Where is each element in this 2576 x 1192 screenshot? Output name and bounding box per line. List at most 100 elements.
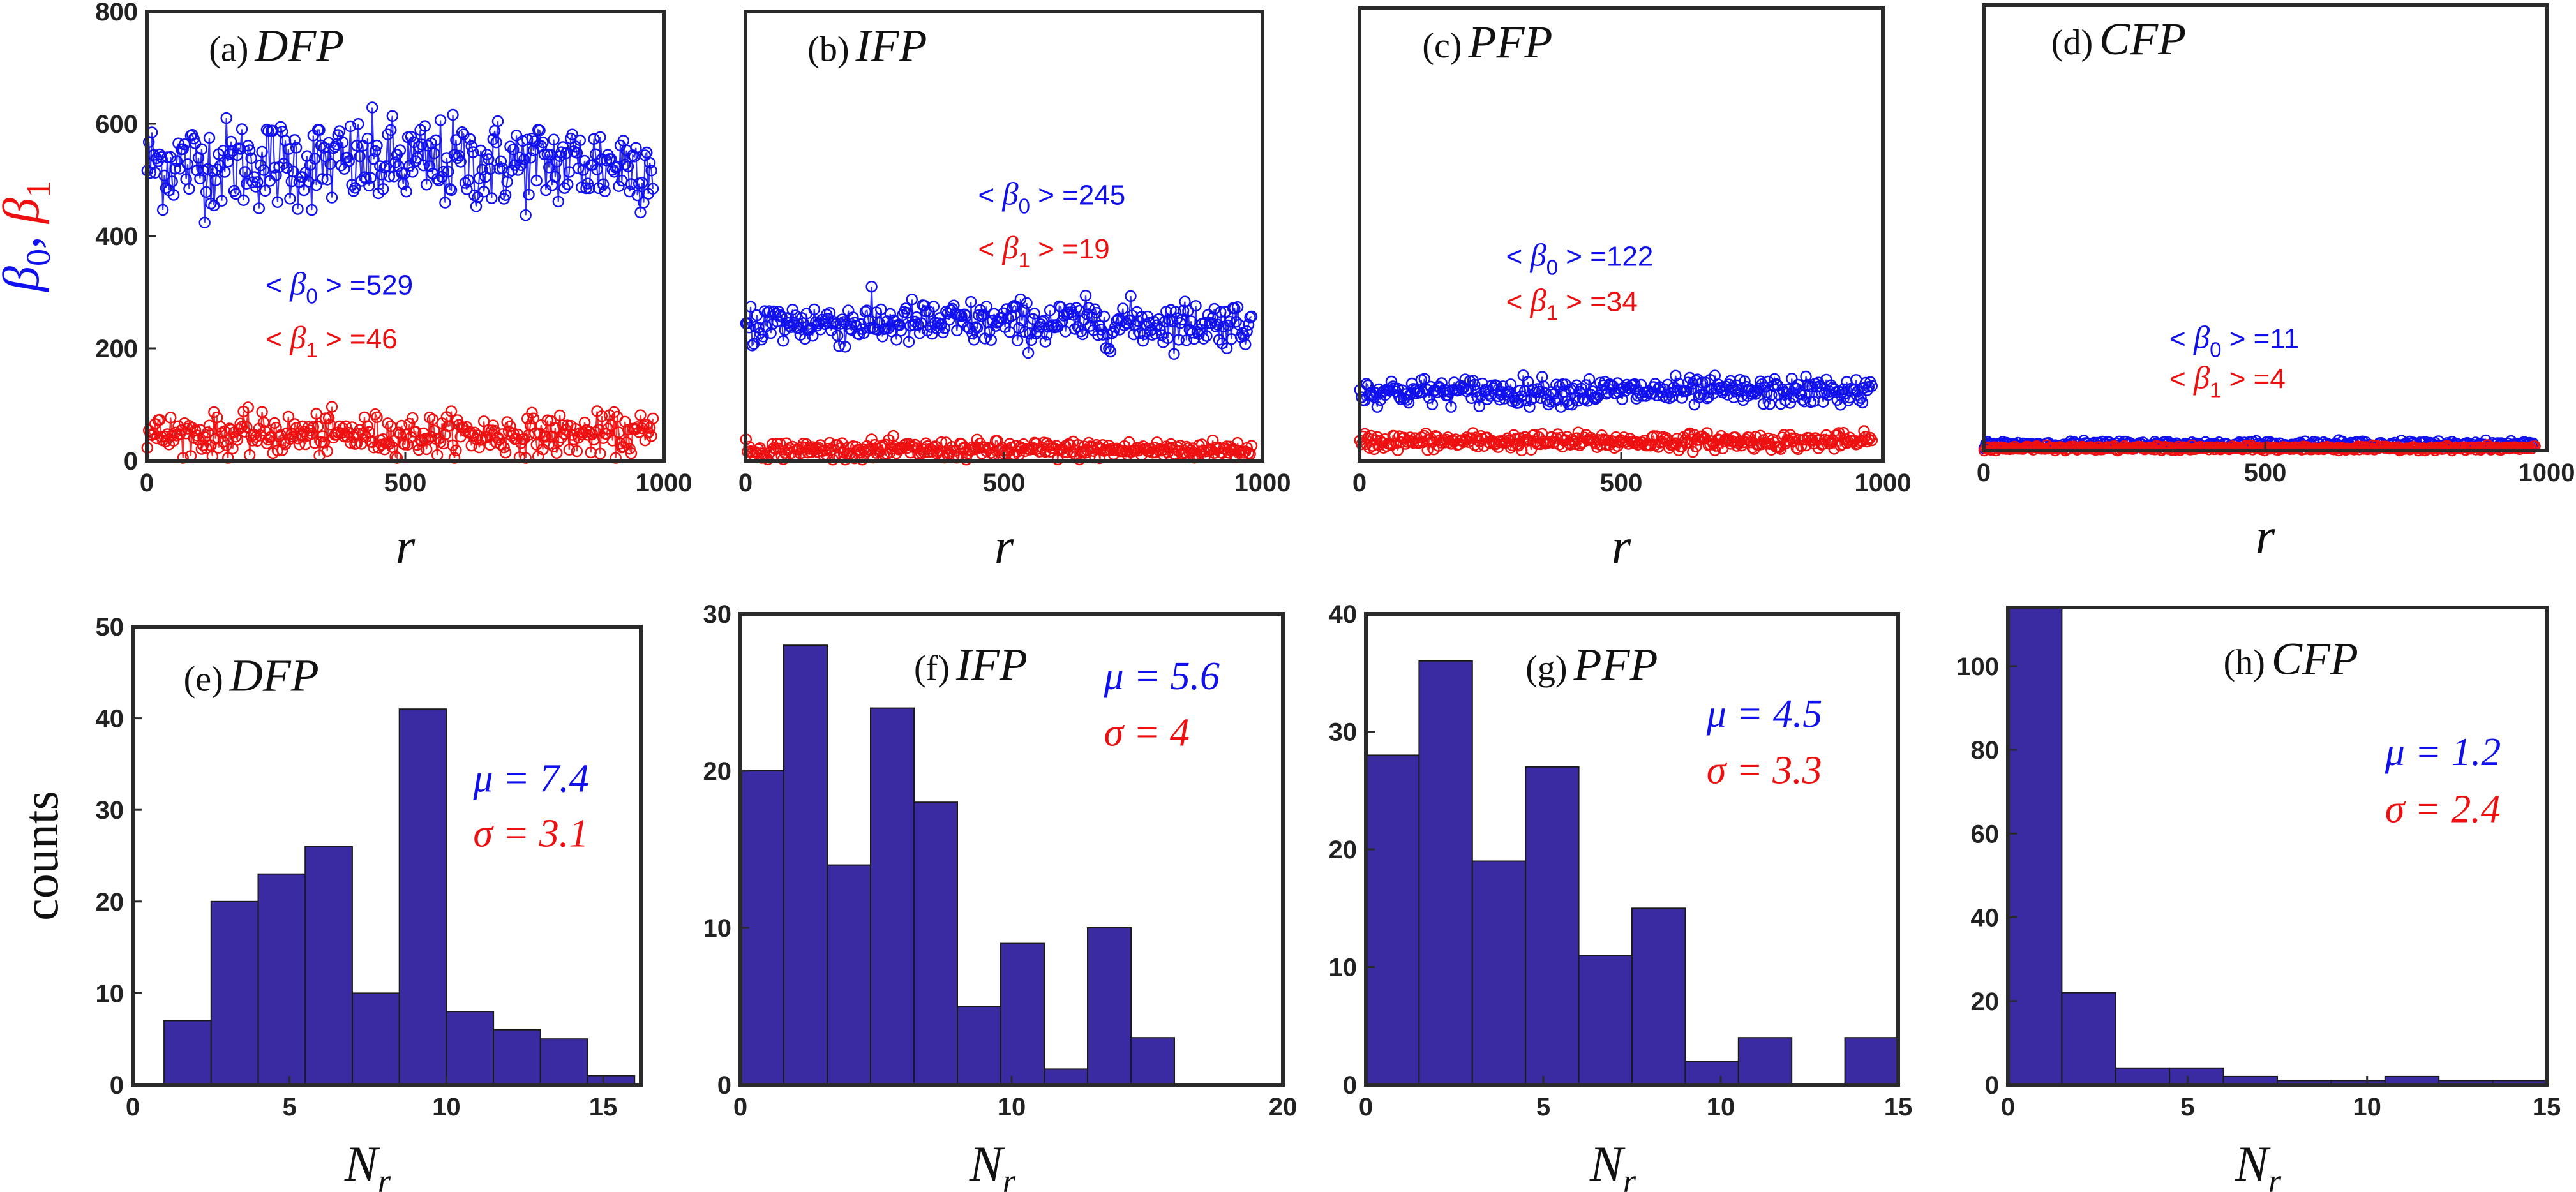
data-point <box>450 134 462 146</box>
y-tick-label: 30 <box>96 796 124 824</box>
histogram-bar <box>398 708 447 1085</box>
data-point <box>951 324 963 337</box>
data-point <box>437 165 450 178</box>
data-point <box>200 186 213 198</box>
data-point <box>1580 379 1592 391</box>
data-point <box>241 421 253 433</box>
data-point <box>1101 328 1114 340</box>
panel-g: μ = 4.5 σ = 3.3 (g) PFP 0 5 10 15 0 10 20 30 40 Nr <box>1329 600 1913 1192</box>
y-tick-label: 60 <box>1971 820 2000 848</box>
data-point <box>521 133 534 146</box>
data-point <box>1524 401 1536 413</box>
data-point <box>538 148 551 161</box>
data-point <box>1757 398 1770 410</box>
data-point <box>361 420 374 432</box>
data-point <box>874 303 887 316</box>
series-beta1 <box>1978 439 2541 457</box>
histogram-bar <box>493 1029 541 1086</box>
data-point <box>1068 323 1081 335</box>
data-point <box>985 334 998 346</box>
data-point <box>197 439 209 451</box>
data-point <box>504 140 516 153</box>
data-point <box>349 182 361 194</box>
data-point <box>368 442 380 454</box>
data-point <box>274 121 287 133</box>
data-point <box>828 316 841 328</box>
y-tick-label: 0 <box>1343 1071 1357 1099</box>
ann-close: > = <box>2222 363 2270 394</box>
data-point <box>181 158 194 170</box>
ann-beta: β <box>1530 237 1547 273</box>
sigma-annotation: σ = 3.1 <box>473 812 588 856</box>
y-tick-label: 30 <box>1329 719 1358 747</box>
data-point <box>336 136 349 149</box>
x-tick-label: 1000 <box>2519 459 2575 487</box>
y-label-beta0: β <box>0 266 50 293</box>
data-point <box>1583 373 1596 385</box>
data-point <box>167 189 180 201</box>
data-point <box>530 174 543 187</box>
data-point <box>1690 440 1702 452</box>
data-point <box>555 146 567 158</box>
data-point <box>1457 382 1470 394</box>
data-point <box>595 410 608 422</box>
data-point <box>1864 431 1876 444</box>
data-point <box>1155 329 1168 341</box>
data-point <box>327 142 340 154</box>
data-point <box>971 322 984 334</box>
data-point <box>170 155 183 167</box>
data-point <box>1568 435 1580 448</box>
data-point <box>421 179 433 191</box>
data-point <box>1239 338 1252 350</box>
y-tick-label: 10 <box>96 980 124 1008</box>
data-point <box>1513 397 1525 409</box>
x-tick-label: 10 <box>1707 1093 1735 1121</box>
panel-title: (d) CFP <box>2051 13 2186 64</box>
data-point <box>165 412 177 424</box>
data-point <box>470 200 483 212</box>
mu-annotation: μ = 7.4 <box>472 757 588 800</box>
panel-label: DFP <box>254 20 344 71</box>
panel-label: CFP <box>2099 13 2186 64</box>
x-tick-label: 0 <box>126 1093 140 1121</box>
histogram-bar <box>539 1038 588 1085</box>
x-axis-label-sub: r <box>1003 1163 1016 1192</box>
data-point <box>1856 396 1869 409</box>
data-point <box>1520 394 1532 407</box>
data-point <box>599 185 611 197</box>
data-point <box>641 146 653 159</box>
data-point <box>1208 302 1220 315</box>
panel-letter: (f) <box>914 648 950 688</box>
histogram-bar <box>1044 1068 1088 1086</box>
mean-beta0-annotation: < β0 > =529 <box>266 266 413 308</box>
data-point <box>1076 328 1089 341</box>
histogram-bar <box>304 846 353 1085</box>
data-point <box>1566 399 1578 411</box>
data-point <box>1855 392 1867 404</box>
data-point <box>477 186 490 198</box>
data-point <box>540 431 552 443</box>
data-point <box>960 309 973 322</box>
ann-open: < <box>978 180 1003 211</box>
data-point <box>594 131 606 144</box>
data-point <box>499 447 512 459</box>
data-point <box>906 294 918 306</box>
data-point <box>1137 335 1149 347</box>
x-tick-label: 10 <box>998 1093 1026 1121</box>
data-point <box>807 330 819 342</box>
data-point <box>244 144 256 156</box>
data-point <box>1734 373 1746 386</box>
panel-e: μ = 7.4 σ = 3.1 (e) DFP 0 5 10 15 0 10 20 30 40 50 Nr c… <box>13 613 643 1192</box>
data-point <box>1514 384 1526 397</box>
data-point <box>790 309 802 322</box>
data-point <box>223 148 236 160</box>
data-point <box>1187 327 1199 339</box>
data-point <box>1445 401 1457 413</box>
data-point <box>495 155 507 168</box>
data-point <box>527 412 540 424</box>
mean-beta1-annotation: < β1 > =34 <box>1506 283 1638 325</box>
data-point <box>464 133 476 145</box>
ann-close: > = <box>318 324 366 355</box>
data-point <box>324 158 336 170</box>
data-point <box>203 131 216 144</box>
